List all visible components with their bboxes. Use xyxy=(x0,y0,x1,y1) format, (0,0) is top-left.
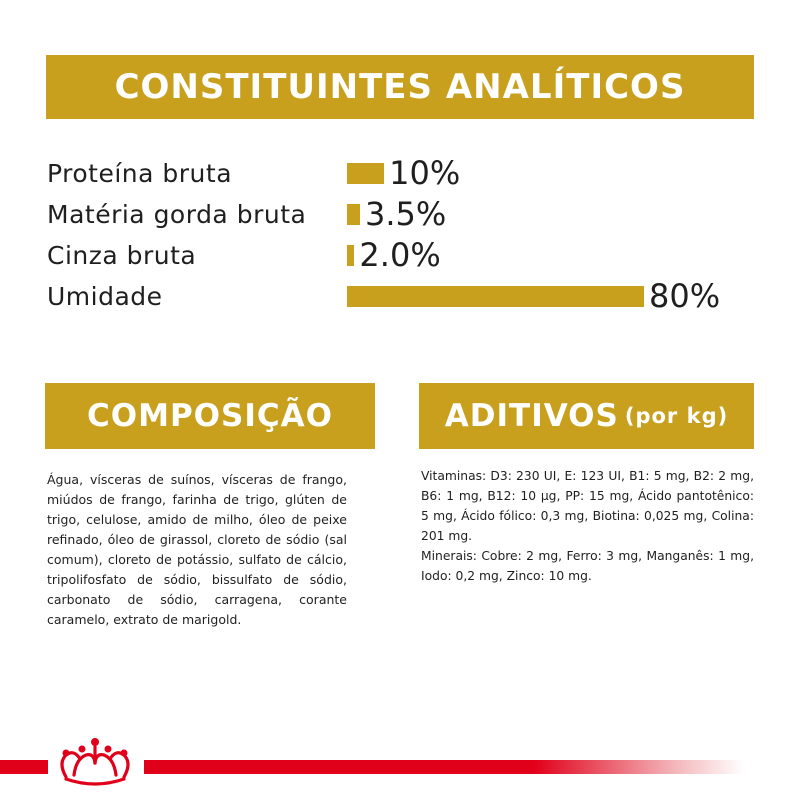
composition-text: Água, vísceras de suínos, vísceras de fr… xyxy=(47,472,347,627)
bar xyxy=(347,245,355,266)
crown-icon xyxy=(60,738,130,786)
additives-text: Vitaminas: D3: 230 UI, E: 123 UI, B1: 5 … xyxy=(421,466,754,586)
composition-banner-title: COMPOSIÇÃO xyxy=(87,398,333,434)
additives-minerals: Minerais: Cobre: 2 mg, Ferro: 3 mg, Mang… xyxy=(421,549,754,583)
value-label: 3.5% xyxy=(364,195,447,233)
analytical-chart: Proteína bruta 10% Matéria gorda bruta 3.5%… xyxy=(0,0,800,330)
category-label: Matéria gorda bruta xyxy=(47,200,307,229)
value-label: 2.0% xyxy=(359,236,441,274)
additives-banner-unit: (por kg) xyxy=(624,404,729,428)
additives-banner-title: ADITIVOS xyxy=(444,398,619,434)
category-label: Umidade xyxy=(47,282,163,311)
analytical-banner-title: CONSTITUINTES ANALÍTICOS xyxy=(114,67,686,107)
bar xyxy=(347,163,385,184)
bar xyxy=(347,204,360,225)
bar xyxy=(347,286,644,307)
footer-line-left xyxy=(0,760,48,774)
analytical-banner: CONSTITUINTES ANALÍTICOS xyxy=(46,55,754,119)
category-label: Proteína bruta xyxy=(47,159,233,188)
additives-banner: ADITIVOS (por kg) xyxy=(419,383,754,449)
footer-line xyxy=(144,760,744,774)
additives-vitamins: Vitaminas: D3: 230 UI, E: 123 UI, B1: 5 … xyxy=(421,469,754,543)
category-label: Cinza bruta xyxy=(47,241,197,270)
value-label: 80% xyxy=(649,277,721,315)
composition-banner: COMPOSIÇÃO xyxy=(45,383,375,449)
value-label: 10% xyxy=(389,154,461,192)
